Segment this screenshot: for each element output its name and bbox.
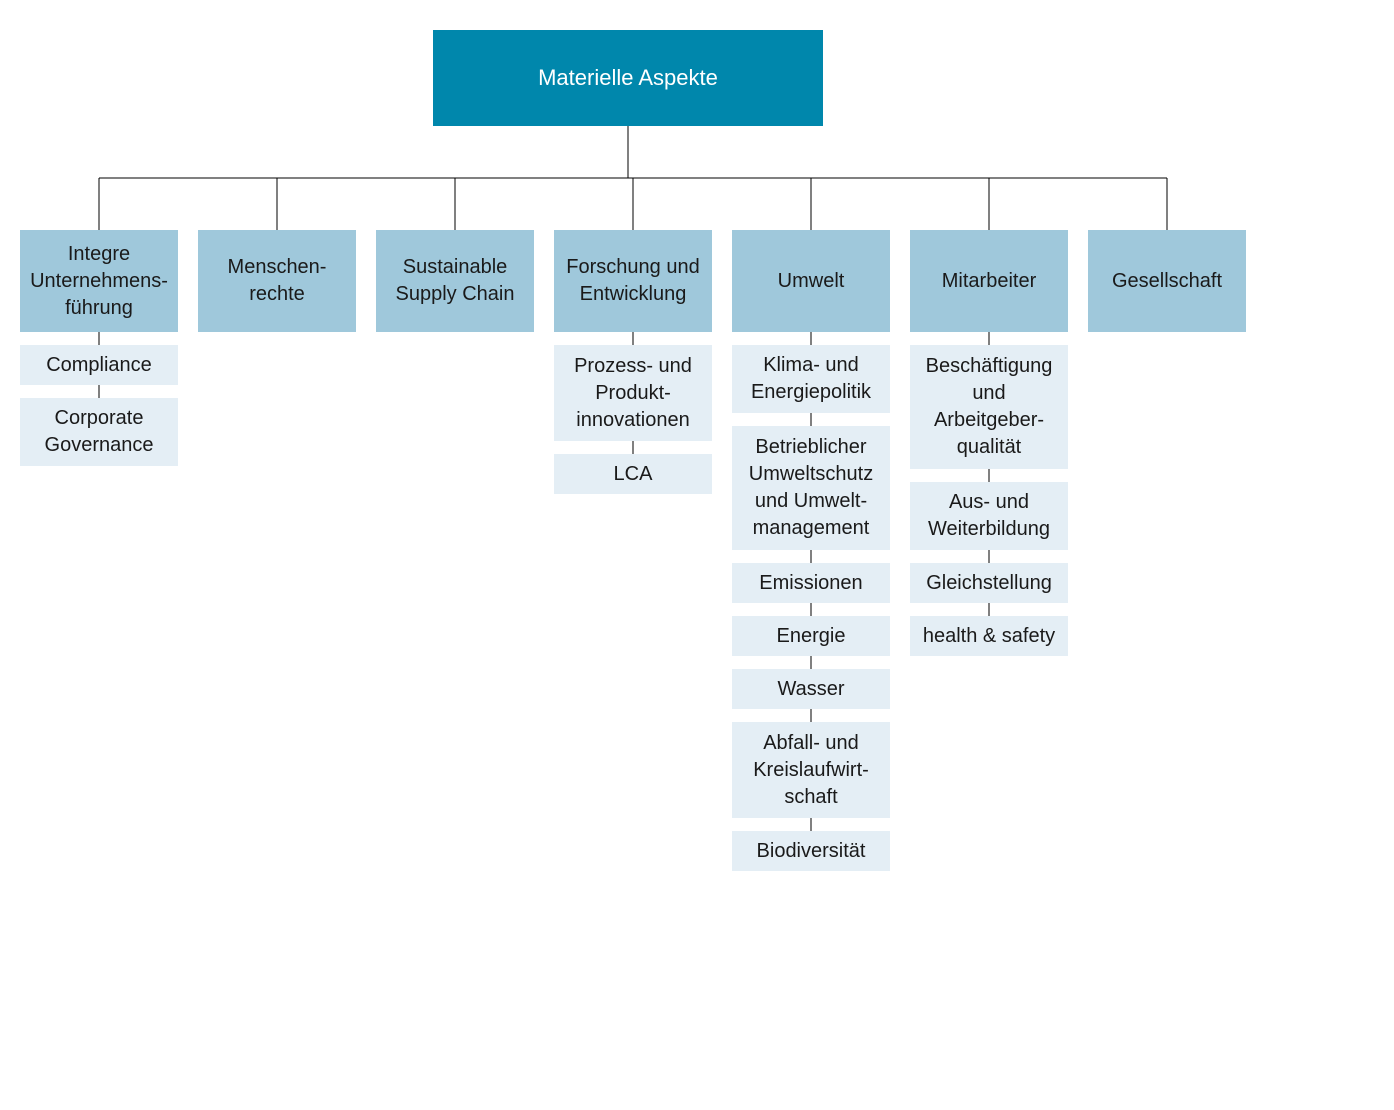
leaf-node-health: health & safety: [910, 616, 1068, 656]
leaf-node-biodiv: Biodiversität: [732, 831, 890, 871]
root-node: Materielle Aspekte: [433, 30, 823, 126]
category-node-menschen: Menschen-rechte: [198, 230, 356, 332]
leaf-node-emiss: Emissionen: [732, 563, 890, 603]
leaf-node-compliance: Compliance: [20, 345, 178, 385]
leaf-node-corpgov: Corporate Governance: [20, 398, 178, 466]
leaf-node-lca: LCA: [554, 454, 712, 494]
leaf-node-ausweiter: Aus- und Weiterbildung: [910, 482, 1068, 550]
leaf-node-prozprod: Prozess- und Produkt-innovationen: [554, 345, 712, 441]
leaf-node-klima: Klima- und Energiepolitik: [732, 345, 890, 413]
leaf-node-energie: Energie: [732, 616, 890, 656]
category-node-umwelt: Umwelt: [732, 230, 890, 332]
category-node-gesell: Gesellschaft: [1088, 230, 1246, 332]
category-node-integre: Integre Unternehmens-führung: [20, 230, 178, 332]
leaf-node-abfall: Abfall- und Kreislaufwirt-schaft: [732, 722, 890, 818]
leaf-node-betrieb: Betrieblicher Umweltschutz und Umwelt-ma…: [732, 426, 890, 550]
category-node-forschung: Forschung und Entwicklung: [554, 230, 712, 332]
org-tree-diagram: Materielle Aspekte Integre Unternehmens-…: [20, 30, 1374, 1080]
connector-lines: [20, 30, 1374, 1080]
leaf-node-gleich: Gleichstellung: [910, 563, 1068, 603]
category-node-supply: Sustainable Supply Chain: [376, 230, 534, 332]
leaf-node-beschaeft: Beschäftigung und Arbeitgeber-qualität: [910, 345, 1068, 469]
leaf-node-wasser: Wasser: [732, 669, 890, 709]
category-node-mitarb: Mitarbeiter: [910, 230, 1068, 332]
